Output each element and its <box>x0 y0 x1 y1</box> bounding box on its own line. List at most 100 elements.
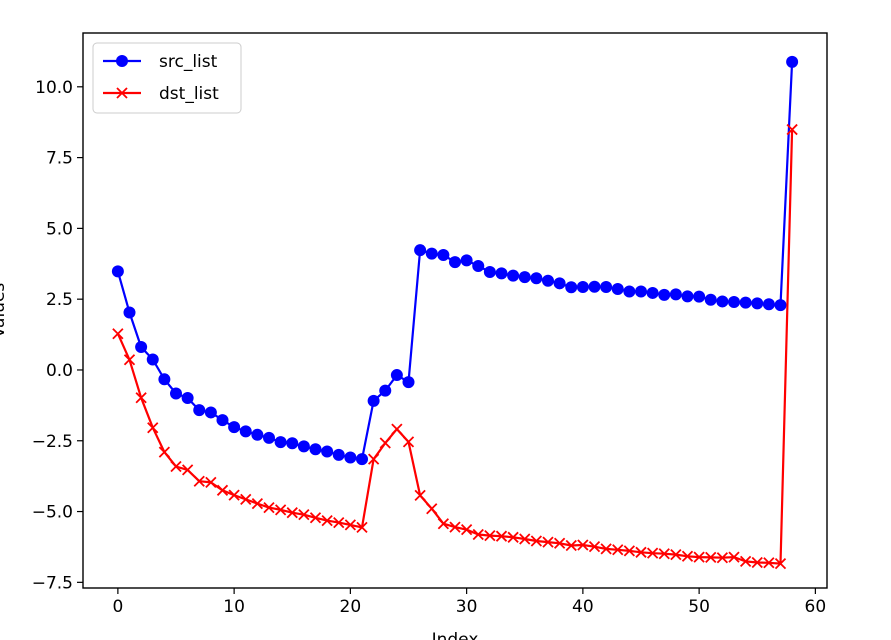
legend-label: src_list <box>159 52 218 72</box>
data-point-dst_list <box>763 557 775 569</box>
legend: src_list dst_list <box>92 42 242 114</box>
y-tick-label: −7.5 <box>32 573 73 593</box>
data-point-dst_list <box>635 546 647 558</box>
series-line-dst_list <box>116 129 794 565</box>
data-point-src_list <box>542 274 554 287</box>
data-point-src_list <box>449 256 461 269</box>
data-point-src_list <box>518 271 531 284</box>
data-point-src_list <box>425 247 438 260</box>
data-point-src_list <box>495 267 508 280</box>
y-tick-label: −5.0 <box>32 503 73 523</box>
data-point-dst_list <box>751 556 763 569</box>
data-point-dst_list <box>344 519 357 531</box>
data-point-dst_list <box>553 537 566 549</box>
legend-item-dst_list: dst_list <box>103 84 219 104</box>
data-point-dst_list <box>437 518 450 530</box>
data-point-dst_list <box>460 524 473 536</box>
data-point-src_list <box>646 286 659 299</box>
data-point-dst_list <box>414 489 426 502</box>
data-point-dst_list <box>263 501 275 514</box>
y-tick-label: 5.0 <box>46 219 73 239</box>
data-point-src_list <box>251 428 264 441</box>
data-point-src_list <box>704 293 717 306</box>
data-point-src_list <box>693 290 706 303</box>
data-point-src_list <box>716 295 729 308</box>
data-point-dst_list <box>391 423 403 435</box>
y-tick-label: 2.5 <box>46 290 73 310</box>
ticks-layer: 0 10 20 30 40 50 60 −7.5 −5.0 −2.5 0.0 2.5 5.0 7.5 10.… <box>32 78 826 617</box>
data-point-src_list <box>286 437 299 450</box>
data-point-dst_list <box>298 509 310 521</box>
data-point-src_list <box>623 285 636 298</box>
data-point-dst_list <box>240 493 252 506</box>
data-point-dst_list <box>507 531 519 543</box>
data-point-src_list <box>762 298 775 311</box>
plot-area-frame <box>82 32 828 589</box>
legend-marker <box>116 55 128 67</box>
data-point-dst_list <box>147 422 159 434</box>
data-point-dst_list <box>216 484 229 496</box>
data-point-src_list <box>158 373 171 386</box>
data-point-src_list <box>228 421 241 434</box>
data-point-src_list <box>344 451 357 464</box>
data-point-dst_list <box>402 436 415 448</box>
data-point-src_list <box>681 290 694 303</box>
series-src_list <box>111 55 799 466</box>
data-point-src_list <box>774 299 787 312</box>
data-point-dst_list <box>681 550 694 562</box>
y-tick-label: −2.5 <box>32 432 73 452</box>
data-point-dst_list <box>379 437 391 449</box>
data-point-src_list <box>111 265 124 278</box>
data-point-dst_list <box>181 464 194 476</box>
data-point-dst_list <box>530 535 543 547</box>
data-point-dst_list <box>646 547 659 559</box>
data-point-src_list <box>669 288 682 301</box>
data-point-src_list <box>193 404 206 417</box>
data-point-dst_list <box>612 544 624 556</box>
data-point-src_list <box>274 436 287 449</box>
y-tick-label: 10.0 <box>35 78 73 98</box>
data-point-src_list <box>414 244 427 257</box>
data-point-dst_list <box>542 536 554 548</box>
data-point-src_list <box>390 369 403 382</box>
data-point-dst_list <box>716 552 729 564</box>
data-point-dst_list <box>623 545 636 557</box>
data-point-dst_list <box>309 512 322 524</box>
x-tick-label: 30 <box>456 597 478 617</box>
series-layer <box>111 55 799 570</box>
data-point-dst_list <box>135 392 147 404</box>
data-point-src_list <box>332 448 345 461</box>
data-point-dst_list <box>449 521 461 533</box>
data-point-src_list <box>460 254 473 267</box>
data-point-dst_list <box>728 551 740 563</box>
data-point-src_list <box>204 406 217 419</box>
data-point-dst_list <box>158 446 171 458</box>
data-point-dst_list <box>577 539 589 551</box>
data-point-src_list <box>739 296 752 309</box>
data-point-dst_list <box>519 533 531 545</box>
data-point-dst_list <box>193 475 205 487</box>
data-point-src_list <box>576 280 589 293</box>
data-point-dst_list <box>739 555 752 568</box>
y-axis-label: Values <box>0 283 9 339</box>
data-point-src_list <box>483 265 496 278</box>
data-point-src_list <box>588 280 601 293</box>
data-point-src_list <box>181 391 194 404</box>
data-point-src_list <box>530 272 543 285</box>
data-point-dst_list <box>170 460 182 473</box>
data-point-src_list <box>135 341 148 354</box>
data-point-src_list <box>437 249 450 261</box>
data-point-dst_list <box>228 489 240 501</box>
data-point-src_list <box>263 431 275 444</box>
data-point-dst_list <box>367 453 380 465</box>
data-point-src_list <box>367 394 380 407</box>
data-point-dst_list <box>705 551 717 564</box>
data-point-src_list <box>553 277 566 290</box>
data-point-dst_list <box>495 530 508 542</box>
data-point-src_list <box>658 288 671 301</box>
data-point-dst_list <box>321 514 333 527</box>
data-point-dst_list <box>693 551 705 563</box>
x-tick-label: 20 <box>340 597 362 617</box>
data-point-dst_list <box>588 541 601 553</box>
